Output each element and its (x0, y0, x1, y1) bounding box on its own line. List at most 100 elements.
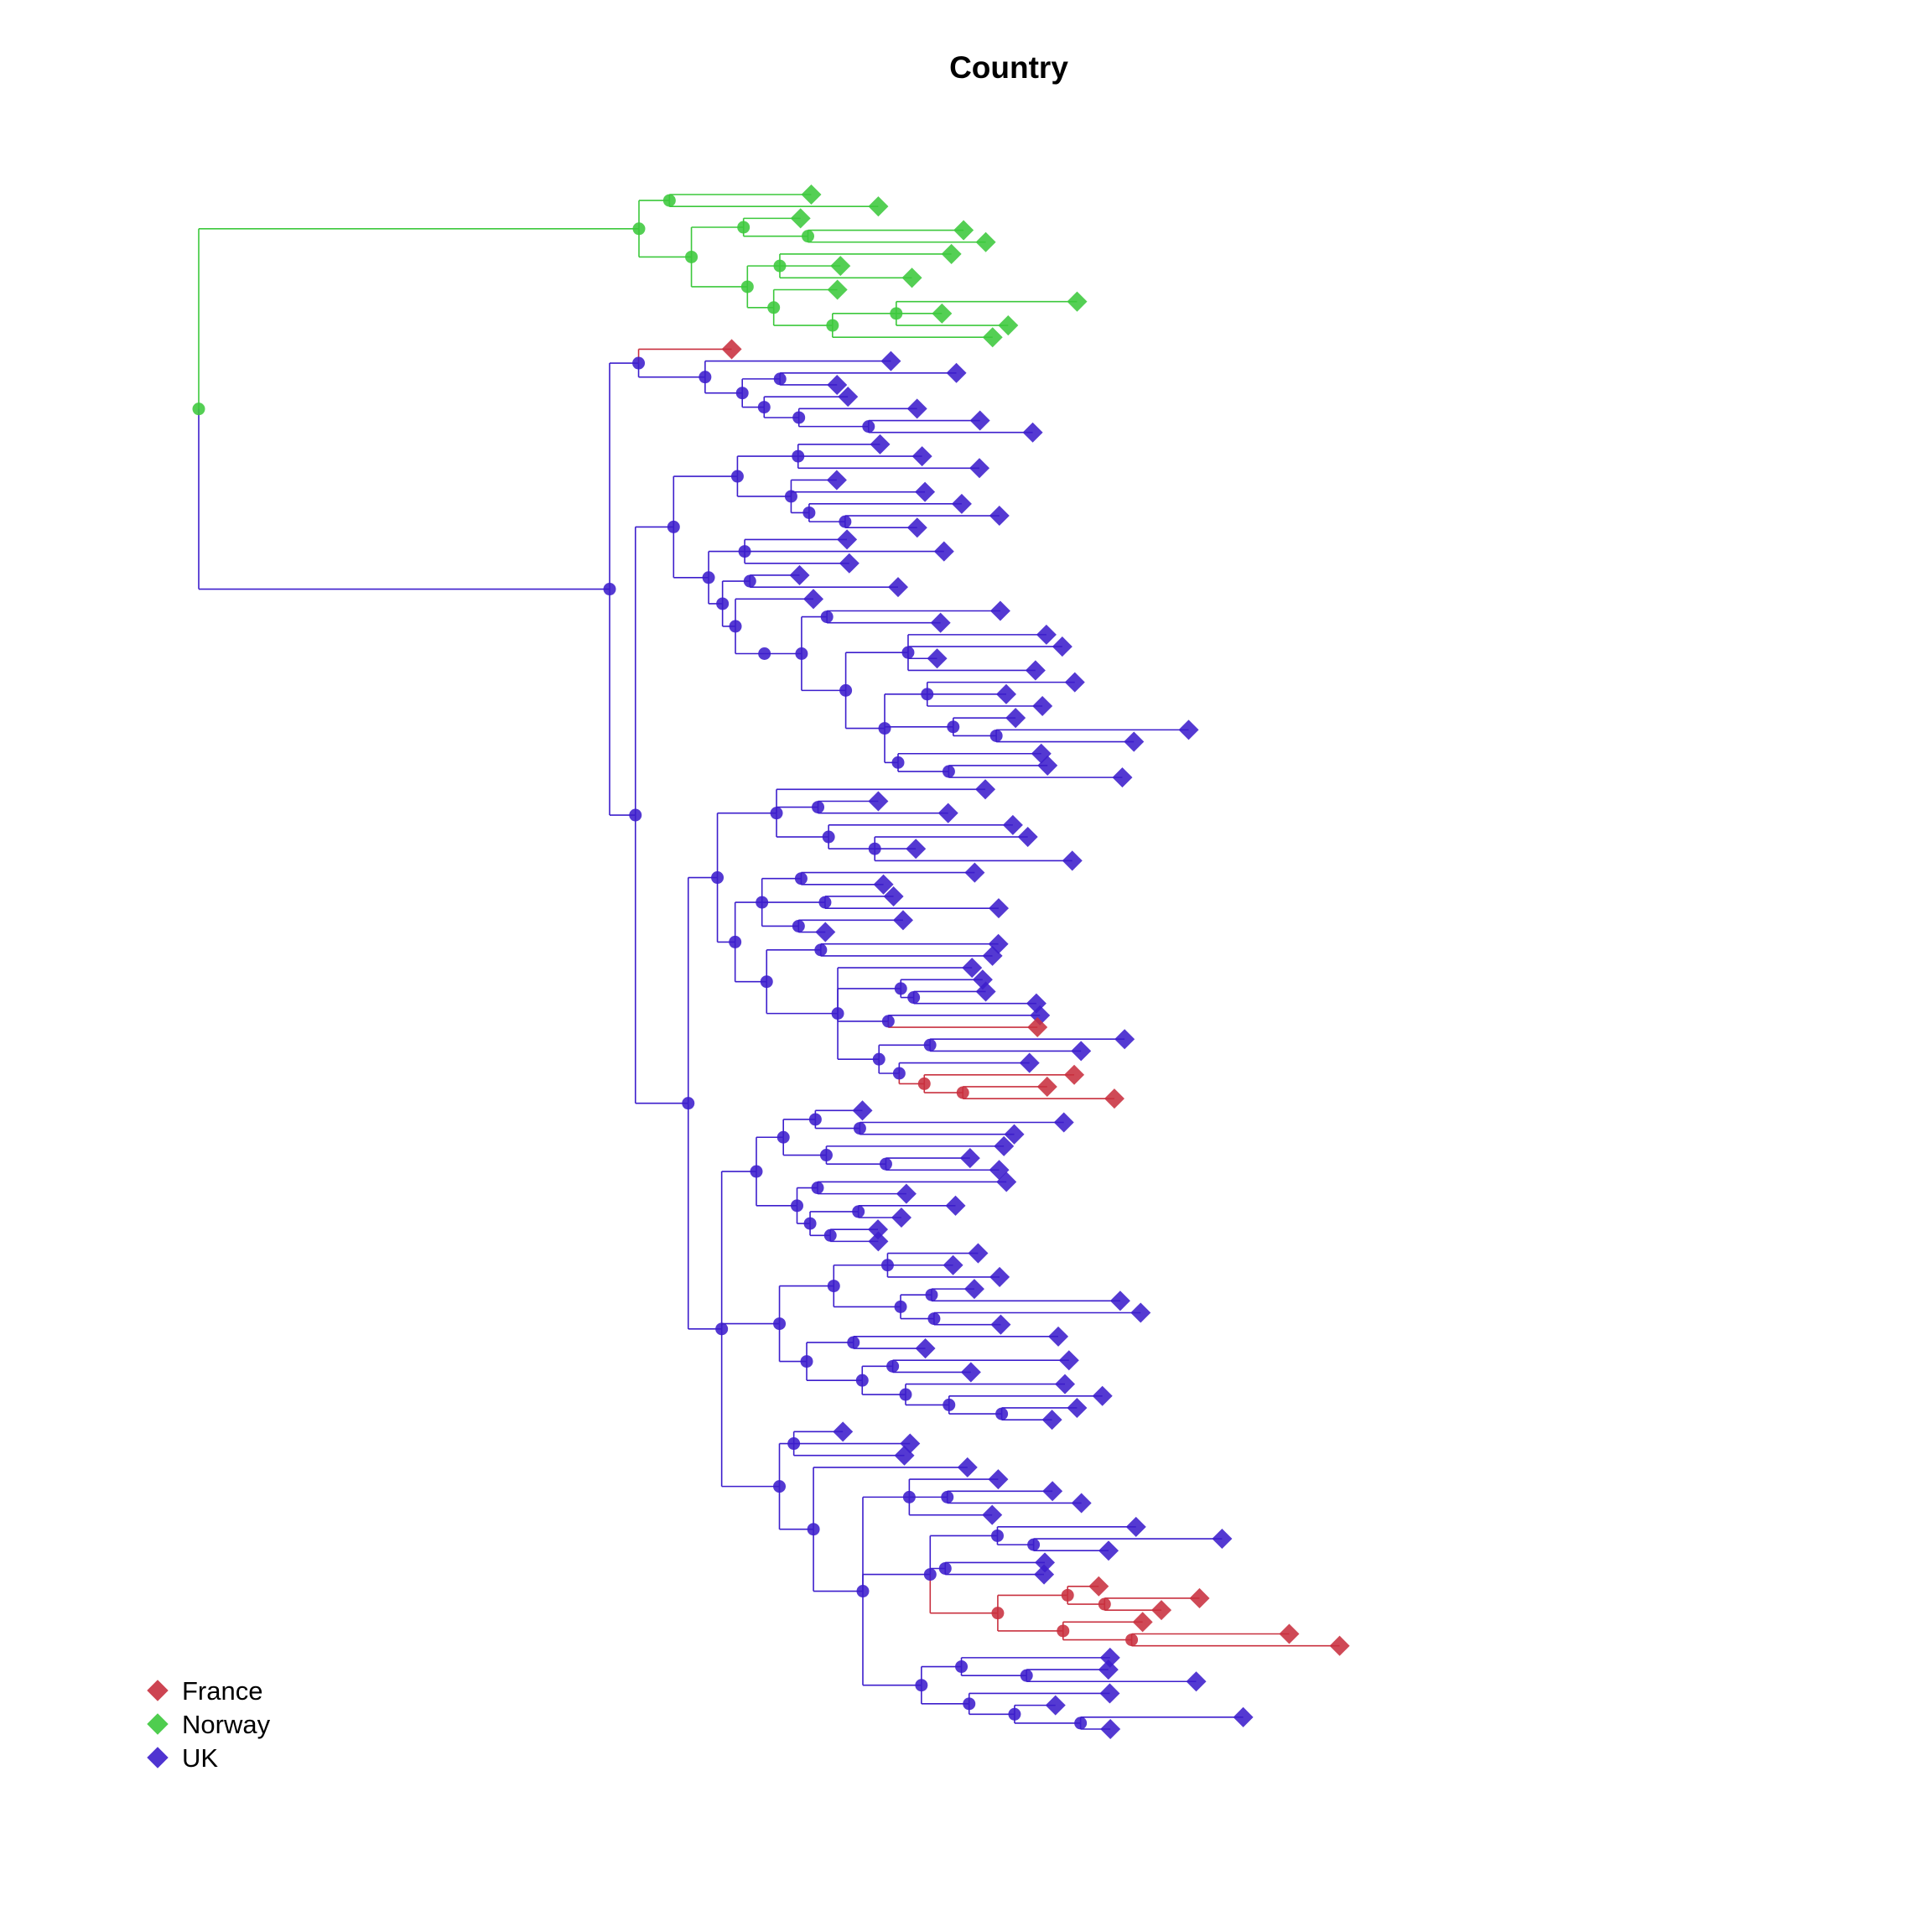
internal-node-uk (894, 982, 907, 995)
internal-node-uk (773, 372, 787, 386)
internal-node-uk (938, 1561, 952, 1575)
internal-node-uk (847, 1336, 860, 1349)
tip-uk (982, 1504, 1003, 1525)
internal-node-norway (740, 280, 754, 293)
tip-uk (1004, 1124, 1025, 1145)
internal-node-uk (963, 1697, 976, 1711)
internal-node-uk (856, 1585, 870, 1598)
tip-uk (1054, 1374, 1076, 1394)
internal-node-uk (1074, 1716, 1088, 1730)
internal-node-uk (1008, 1707, 1021, 1721)
internal-node-uk (784, 490, 797, 503)
internal-node-uk (729, 935, 742, 948)
tip-uk (815, 922, 836, 943)
legend-label-norway: Norway (182, 1710, 271, 1739)
tip-uk (951, 493, 972, 514)
tip-uk (988, 1469, 1009, 1490)
tip-uk (1034, 1564, 1055, 1585)
tip-uk (996, 1171, 1017, 1192)
internal-node-uk (738, 545, 751, 558)
internal-node-norway (826, 319, 839, 332)
internal-node-uk (925, 1288, 938, 1301)
internal-node-uk (831, 1007, 844, 1021)
internal-node-uk (807, 1523, 820, 1536)
tip-uk (946, 362, 967, 383)
tip-uk (891, 1207, 911, 1228)
internal-node-uk (682, 1097, 695, 1110)
internal-node-norway (685, 250, 699, 263)
tip-uk (975, 779, 996, 800)
tip-uk (943, 1254, 963, 1275)
tip-uk (969, 458, 990, 479)
tip-uk (1098, 1540, 1119, 1561)
tip-uk (1112, 767, 1133, 788)
internal-node-uk (839, 683, 853, 697)
internal-node-uk (1027, 1538, 1041, 1551)
internal-node-uk (886, 1359, 900, 1373)
internal-node-norway (802, 230, 815, 243)
internal-node-uk (603, 583, 616, 596)
internal-node-uk (923, 1038, 937, 1052)
tip-uk (962, 958, 983, 979)
internal-node-uk (819, 1149, 833, 1162)
internal-node-uk (812, 801, 825, 814)
tip-uk (1212, 1529, 1233, 1550)
tip-uk (989, 506, 1010, 527)
tip-uk (957, 1457, 978, 1478)
tip-uk (960, 1362, 981, 1383)
internal-node-uk (907, 991, 921, 1005)
legend-key-france (147, 1680, 169, 1701)
tip-uk (933, 541, 954, 562)
tip-uk (1067, 1397, 1088, 1418)
internal-node-uk (776, 1130, 790, 1144)
tip-uk (989, 600, 1010, 621)
tip-norway (790, 208, 811, 229)
internal-node-uk (947, 720, 960, 734)
tip-uk (1002, 814, 1023, 835)
tip-norway (982, 327, 1003, 348)
legend-key-uk (147, 1747, 169, 1768)
internal-node-uk (942, 765, 955, 778)
legend-label-france: France (182, 1676, 262, 1706)
tip-uk (990, 1314, 1011, 1335)
internal-node-uk (795, 647, 808, 660)
internal-node-uk (802, 506, 816, 519)
tip-norway (932, 303, 953, 324)
tip-uk (833, 1421, 854, 1442)
tip-uk (1099, 1683, 1120, 1704)
tip-uk (1071, 1041, 1092, 1062)
internal-node-uk (923, 1568, 937, 1581)
tip-france (1189, 1587, 1210, 1608)
tip-norway (998, 315, 1019, 336)
tip-uk (906, 839, 927, 860)
internal-node-uk (1020, 1669, 1033, 1682)
tip-uk (964, 862, 985, 883)
internal-node-uk (878, 722, 891, 735)
internal-node-uk (921, 688, 934, 701)
tip-uk (789, 564, 810, 585)
tip-uk (1124, 731, 1145, 752)
legend-item-norway: Norway (147, 1710, 271, 1739)
internal-node-uk (773, 1317, 787, 1331)
internal-node-france (1057, 1624, 1070, 1638)
internal-node-uk (758, 647, 771, 660)
internal-node-uk (667, 520, 680, 533)
internal-node-uk (711, 871, 724, 885)
internal-node-uk (990, 1529, 1004, 1542)
internal-node-uk (794, 872, 808, 886)
tip-france (1132, 1612, 1153, 1633)
internal-node-uk (894, 1300, 907, 1313)
tip-uk (1036, 624, 1057, 645)
internal-node-uk (716, 597, 730, 610)
legend-key-norway (147, 1713, 169, 1735)
tip-uk (868, 1231, 889, 1252)
tip-norway (827, 279, 848, 300)
tip-uk (852, 1100, 873, 1121)
tip-norway (830, 256, 851, 277)
internal-node-uk (756, 896, 769, 909)
tip-uk (837, 529, 858, 550)
tip-uk (945, 1195, 966, 1216)
internal-node-uk (800, 1355, 813, 1368)
internal-node-norway (737, 221, 750, 234)
tip-uk (1053, 1112, 1074, 1133)
